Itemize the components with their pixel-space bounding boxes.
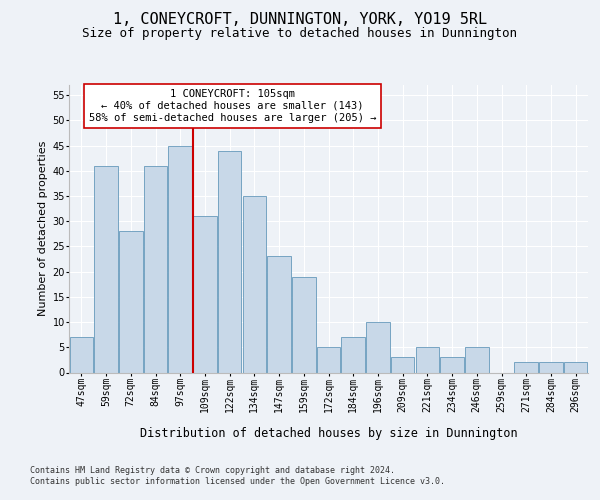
Bar (193, 216, 217, 372)
Bar (292, 276, 316, 372)
Bar (440, 358, 464, 372)
Bar (242, 196, 266, 372)
Bar (94, 166, 118, 372)
Text: Contains public sector information licensed under the Open Government Licence v3: Contains public sector information licen… (30, 478, 445, 486)
Bar (144, 166, 167, 372)
Bar (539, 362, 563, 372)
Bar (268, 256, 291, 372)
Y-axis label: Number of detached properties: Number of detached properties (38, 141, 48, 316)
Bar (391, 358, 415, 372)
Text: Size of property relative to detached houses in Dunnington: Size of property relative to detached ho… (83, 28, 517, 40)
Bar (564, 362, 587, 372)
Bar (70, 337, 93, 372)
Bar (341, 337, 365, 372)
Text: 1, CONEYCROFT, DUNNINGTON, YORK, YO19 5RL: 1, CONEYCROFT, DUNNINGTON, YORK, YO19 5R… (113, 12, 487, 28)
Text: Distribution of detached houses by size in Dunnington: Distribution of detached houses by size … (140, 428, 518, 440)
Text: Contains HM Land Registry data © Crown copyright and database right 2024.: Contains HM Land Registry data © Crown c… (30, 466, 395, 475)
Bar (514, 362, 538, 372)
Bar (169, 146, 192, 372)
Bar (317, 348, 340, 372)
Text: 1 CONEYCROFT: 105sqm
← 40% of detached houses are smaller (143)
58% of semi-deta: 1 CONEYCROFT: 105sqm ← 40% of detached h… (89, 90, 376, 122)
Bar (218, 150, 241, 372)
Bar (366, 322, 389, 372)
Bar (119, 232, 143, 372)
Bar (416, 348, 439, 372)
Bar (465, 348, 488, 372)
